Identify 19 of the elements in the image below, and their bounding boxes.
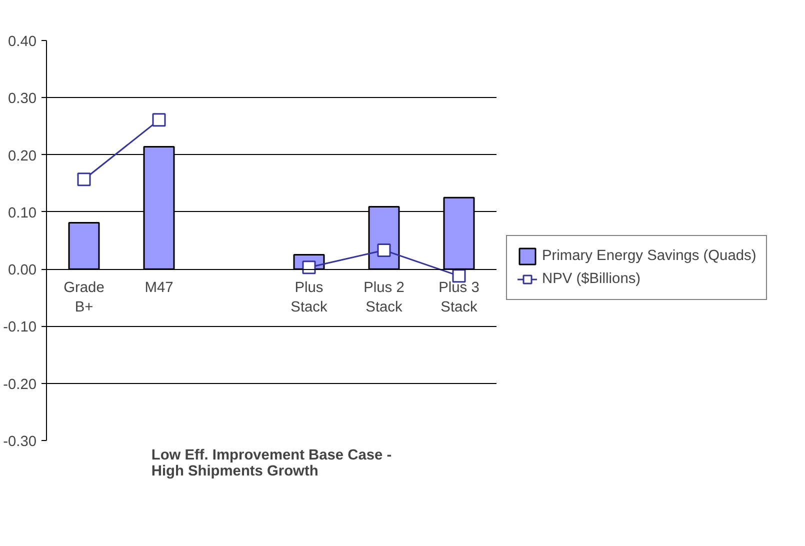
x-tick-label: Plus 3 Stack [438, 280, 480, 316]
y-tick-label: -0.30 [3, 434, 36, 450]
x-tick-label: Grade B+ [64, 280, 104, 316]
legend-label: NPV ($Billions) [542, 271, 641, 287]
y-tick-label: 0.30 [8, 91, 37, 108]
y-tick-label: -0.20 [3, 376, 36, 393]
point [77, 172, 91, 186]
y-tick-label: 0.00 [8, 262, 37, 279]
x-tick-label: M47 [144, 280, 174, 296]
legend-label: Primary Energy Savings (Quads) [542, 248, 756, 264]
x-tick-label: Plus Stack [290, 280, 328, 316]
x-tick-label: Plus 2 Stack [364, 280, 404, 316]
y-tick-label: 0.40 [8, 34, 37, 50]
y-tick-label: 0.10 [8, 205, 37, 222]
y-tick-label: 0.20 [8, 148, 37, 164]
y-tick-label: -0.10 [3, 320, 36, 336]
point [152, 113, 166, 127]
x-axis-title: Low Eff. Improvement Base Case - High Shipments Growth [151, 448, 392, 480]
point [377, 243, 391, 257]
